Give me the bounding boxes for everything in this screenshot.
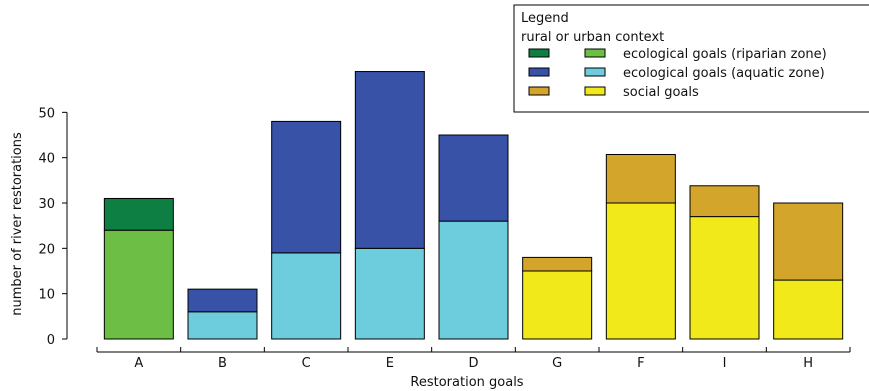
legend-context-swatch (528, 86, 550, 96)
bars (103, 71, 844, 340)
legend-entry-label: social goals (623, 85, 699, 100)
bar-C-goal-segment (271, 252, 342, 340)
legend-goal-swatch (584, 67, 606, 77)
bar-H-context-segment (773, 202, 844, 281)
legend-context-swatch (528, 67, 550, 77)
y-tick-label: 40 (38, 152, 55, 167)
x-tick-label: H (803, 356, 813, 371)
bar-E-context-segment (354, 71, 425, 249)
legend-goal-swatch (584, 86, 606, 96)
x-tick-label: I (723, 356, 727, 371)
legend-entries: ecological goals (riparian zone) ecologic… (528, 47, 827, 100)
y-tick-label: 0 (47, 333, 55, 348)
x-tick-label: E (386, 356, 394, 371)
x-tick-label: D (468, 356, 478, 371)
x-tick-label: G (552, 356, 562, 371)
x-axis-title: Restoration goals (410, 375, 523, 390)
x-tick-label: C (302, 356, 311, 371)
bar-F-context-segment (605, 153, 676, 204)
bar-G-goal-segment (522, 270, 593, 340)
bar-I-context-segment (689, 185, 760, 218)
y-tick-label: 10 (38, 288, 55, 303)
bar-H-goal-segment (773, 279, 844, 340)
bar-D-context-segment (438, 134, 509, 222)
y-tick-label: 20 (38, 242, 55, 257)
legend-entry-label: ecological goals (aquatic zone) (623, 66, 825, 81)
bar-A-goal-segment (103, 229, 174, 340)
bar-F-goal-segment (605, 202, 676, 340)
x-tick-label: A (134, 356, 143, 371)
y-axis-title: number of river restorations (10, 132, 25, 316)
bar-A-context-segment (103, 197, 174, 231)
legend-context-swatch (528, 48, 550, 58)
bar-E-goal-segment (354, 247, 425, 340)
y-axis: 0 10 20 30 40 50 (38, 106, 68, 348)
y-tick-label: 50 (38, 106, 55, 121)
bar-G-context-segment (522, 256, 593, 272)
bar-C-context-segment (271, 120, 342, 254)
legend-title: Legend (521, 11, 569, 26)
legend-box (513, 4, 869, 113)
bar-D-goal-segment (438, 220, 509, 340)
bar-B-context-segment (187, 288, 258, 313)
legend: Legend rural or urban context ecological… (513, 4, 869, 113)
x-tick-label: F (637, 356, 644, 371)
legend-entry-label: ecological goals (riparian zone) (623, 47, 827, 62)
x-tick-label: B (218, 356, 227, 371)
y-tick-label: 30 (38, 197, 55, 212)
legend-goal-swatch (584, 48, 606, 58)
bar-B-goal-segment (187, 311, 258, 340)
bar-I-goal-segment (689, 216, 760, 340)
legend-subtitle: rural or urban context (521, 30, 664, 45)
